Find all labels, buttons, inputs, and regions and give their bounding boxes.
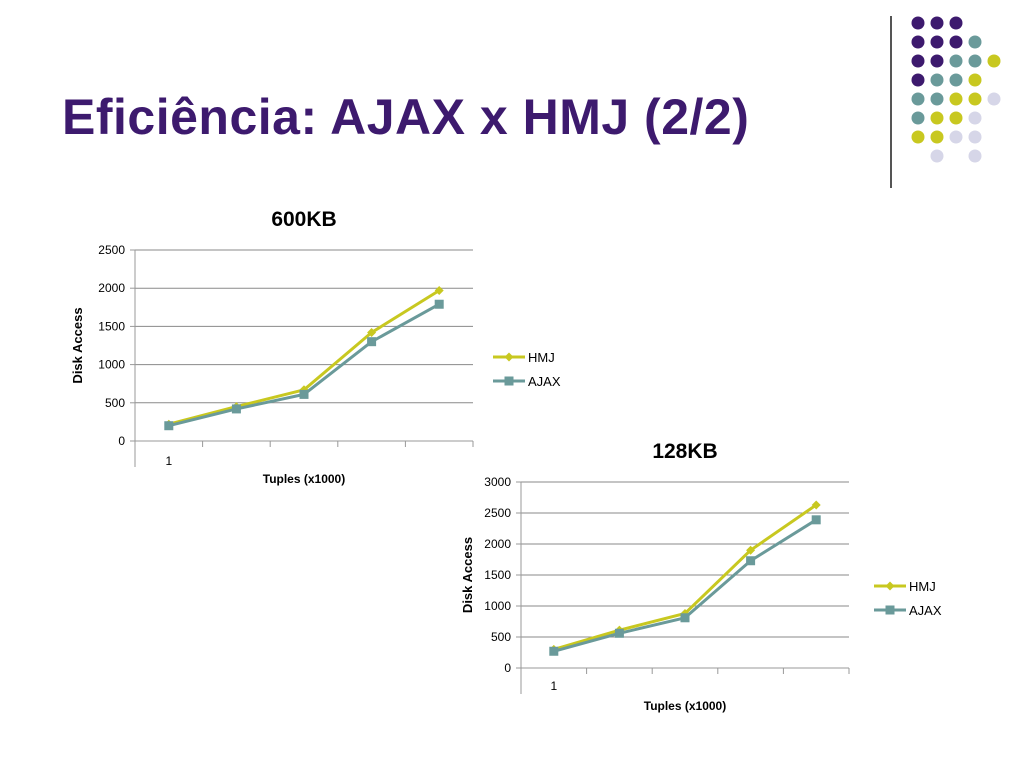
marker-square: [434, 299, 444, 309]
chart-128kb: 128KB 0 500 1000 1500 2000 2500 3000 1 Tuples (x1…: [440, 432, 980, 732]
marker-square: [549, 646, 559, 656]
x-axis-label: Tuples (x1000): [644, 699, 726, 713]
y-axis-label: Disk Access: [70, 307, 85, 383]
decor-dot: [911, 111, 925, 125]
marker-diamond: [367, 328, 377, 338]
series-line-hmj: [553, 503, 818, 651]
x-tick-label: 1: [550, 679, 557, 693]
decor-dot: [930, 92, 944, 106]
chart-title: 128KB: [652, 440, 717, 463]
marker-diamond: [746, 545, 756, 555]
y-tick-label: 0: [118, 434, 125, 448]
decor-dot: [968, 149, 982, 163]
y-tick-label: 1000: [484, 599, 511, 613]
slide-title: Eficiência: AJAX x HMJ (2/2): [62, 89, 750, 145]
marker-square: [811, 515, 821, 525]
series-line-hmj: [168, 289, 440, 426]
legend-label-hmj: HMJ: [528, 350, 555, 365]
decor-dot: [949, 16, 963, 30]
decor-dot: [968, 35, 982, 49]
decor-dot: [911, 92, 925, 106]
y-tick-label: 1500: [98, 319, 125, 333]
marker-square: [299, 389, 309, 399]
series-line-ajax: [553, 518, 817, 653]
decor-dot: [930, 16, 944, 30]
marker-square: [680, 613, 690, 623]
decor-dot: [987, 54, 1001, 68]
y-tick-label: 500: [105, 396, 125, 410]
decor-dot: [930, 130, 944, 144]
decor-dot: [949, 35, 963, 49]
decor-dot: [930, 35, 944, 49]
decor-dot: [987, 92, 1001, 106]
decor-dot: [911, 35, 925, 49]
y-tick-label: 2500: [484, 506, 511, 520]
legend-label-ajax: AJAX: [909, 603, 942, 618]
marker-diamond: [811, 500, 821, 510]
decor-dot: [949, 73, 963, 87]
marker-square: [504, 376, 514, 386]
decor-dot: [911, 54, 925, 68]
y-tick-label: 2000: [484, 537, 511, 551]
decor-dot: [930, 54, 944, 68]
legend-label-ajax: AJAX: [528, 374, 561, 389]
chart-title: 600KB: [271, 208, 336, 231]
marker-square: [231, 404, 241, 414]
marker-square: [367, 337, 377, 347]
y-tick-label: 2000: [98, 281, 125, 295]
decor-dot: [930, 149, 944, 163]
y-tick-label: 1000: [98, 358, 125, 372]
chart-600kb: 600KB 0 500 1000 1500 2000 2500 1 Tuples (x1000)…: [60, 200, 580, 500]
decor-dot: [911, 73, 925, 87]
decor-dot: [911, 16, 925, 30]
decor-dot: [968, 73, 982, 87]
decor-dot: [930, 111, 944, 125]
decor-dot: [968, 130, 982, 144]
y-tick-label: 1500: [484, 568, 511, 582]
legend-label-hmj: HMJ: [909, 579, 936, 594]
decor-dot: [949, 92, 963, 106]
marker-square: [614, 628, 624, 638]
marker-square: [746, 556, 756, 566]
y-axis-label: Disk Access: [460, 537, 475, 613]
decor-dot: [968, 92, 982, 106]
decor-dot: [911, 130, 925, 144]
decor-dot: [949, 54, 963, 68]
marker-diamond: [885, 581, 895, 591]
decorative-dot-grid: [911, 16, 1001, 163]
marker-diamond: [299, 385, 309, 395]
decor-dot: [949, 130, 963, 144]
marker-diamond: [504, 352, 514, 362]
x-tick-label: 1: [165, 454, 172, 468]
vertical-divider: [890, 16, 892, 188]
chart-600kb-svg: 600KB 0 500 1000 1500 2000 2500 1 Tuples (x1000)…: [70, 208, 561, 486]
y-tick-label: 0: [504, 661, 511, 675]
decor-dot: [968, 54, 982, 68]
marker-square: [885, 605, 895, 615]
y-tick-label: 3000: [484, 475, 511, 489]
marker-diamond: [434, 285, 444, 295]
decor-dot: [930, 73, 944, 87]
marker-square: [164, 421, 174, 431]
x-axis-label: Tuples (x1000): [263, 472, 345, 486]
decor-dot: [949, 111, 963, 125]
decor-dot: [968, 111, 982, 125]
y-tick-label: 2500: [98, 243, 125, 257]
y-tick-label: 500: [491, 630, 511, 644]
chart-128kb-svg: 128KB 0 500 1000 1500 2000 2500 3000 1 Tuples (x1…: [460, 440, 942, 713]
